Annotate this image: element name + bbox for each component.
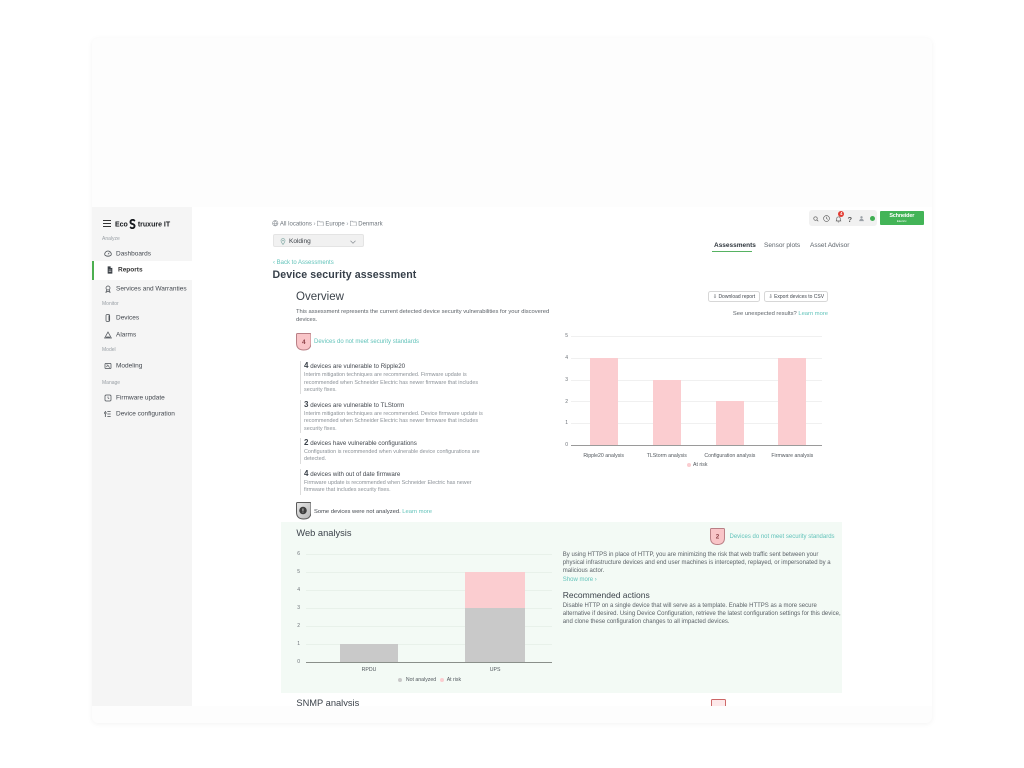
svg-text:!: !: [302, 508, 304, 514]
svg-text:2: 2: [715, 534, 719, 541]
svg-text:4: 4: [301, 339, 305, 346]
